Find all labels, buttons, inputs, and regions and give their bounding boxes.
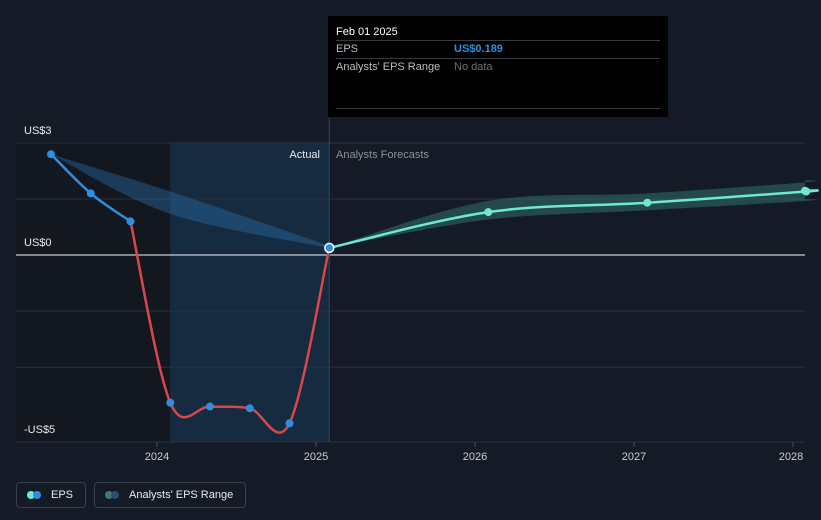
x-tick-label: 2024 [145,451,169,463]
legend-range-label: Analysts' EPS Range [129,489,234,501]
gridlines [16,118,805,447]
x-tick-label: 2026 [463,451,487,463]
tooltip-divider [336,108,660,109]
eps-point [166,398,175,407]
past-estimate-band [51,154,330,248]
bands [51,154,818,248]
forecast-point [643,198,652,207]
tooltip-range-label: Analysts' EPS Range [336,61,441,73]
tooltip-range-value: No data [454,61,493,73]
tooltip-eps-label: EPS [336,43,359,55]
y-tick-label: US$3 [24,125,52,137]
eps-point [245,404,254,413]
forecast-region-label: Analysts Forecasts [336,149,429,161]
y-tick-label: -US$5 [24,424,55,436]
data-points [47,150,811,428]
y-tick-label: US$0 [24,237,52,249]
actual-region-highlight [170,143,330,442]
legend: EPS Analysts' EPS Range [16,482,247,508]
eps-point [86,189,95,198]
highlighted-eps-point [324,242,335,254]
tooltip-eps-value: US$0.189 [454,43,503,55]
forecast-point [484,208,493,217]
actual-region-label: Actual [289,149,320,161]
axis-labels: 2024 2025 2026 2027 2028 US$3 US$0 -US$5 Actual A… [24,125,803,463]
forecast-point [801,186,809,195]
eps-swatch-icon [27,491,43,499]
eps-point [285,419,294,428]
eps-point [206,402,214,411]
tooltip-date: Feb 01 2025 [336,26,398,38]
legend-eps-label: EPS [51,489,74,501]
range-swatch-icon [105,491,121,499]
x-tick-label: 2025 [304,451,328,463]
hover-tooltip: Feb 01 2025 EPS US$0.189 Analysts' EPS R… [328,16,668,117]
eps-point [126,217,135,226]
eps-line-negative [129,221,331,434]
eps-point [47,150,55,159]
tooltip-range-row: Analysts' EPS Range No data [336,58,660,76]
legend-eps-toggle[interactable]: EPS [16,482,87,508]
analysts-eps-range-band [329,180,818,248]
x-tick-label: 2028 [779,451,803,463]
x-tick-label: 2027 [622,451,646,463]
tooltip-eps-row: EPS US$0.189 [336,40,660,58]
legend-range-toggle[interactable]: Analysts' EPS Range [94,482,247,508]
